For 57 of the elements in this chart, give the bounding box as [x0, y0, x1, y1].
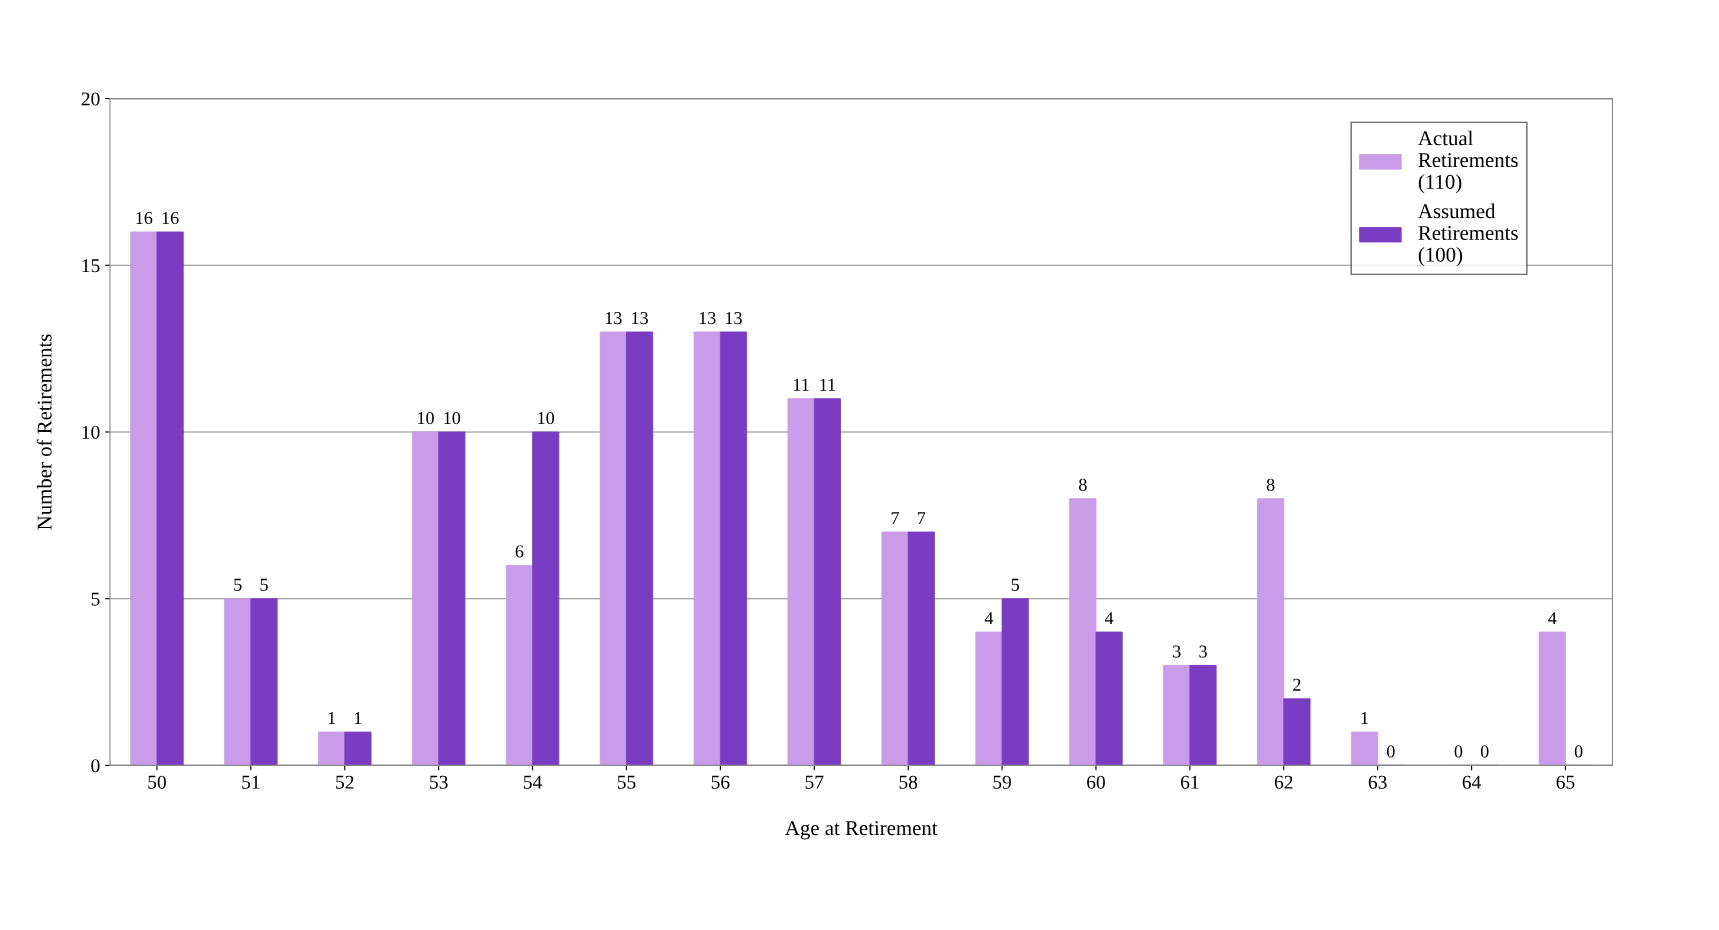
legend-label: Actual Retirements (110) [1418, 130, 1518, 194]
data-label: 10 [538, 411, 555, 425]
x-tick-label: 65 [1556, 775, 1575, 789]
x-tick-label: 62 [1274, 775, 1293, 789]
x-tick-label: 63 [1368, 775, 1387, 789]
data-label: 1 [354, 712, 362, 725]
data-label: 0 [1454, 745, 1463, 758]
data-label: 0 [1480, 745, 1489, 758]
data-label: 13 [632, 312, 648, 325]
data-label: 5 [234, 578, 242, 591]
y-tick-label: 15 [82, 259, 100, 273]
x-tick-label: 55 [617, 775, 636, 789]
data-label: 4 [1104, 612, 1114, 625]
data-label: 11 [794, 378, 809, 391]
x-tick-label: 57 [805, 775, 824, 789]
data-label: 2 [1293, 678, 1301, 691]
data-label: 4 [1548, 612, 1557, 625]
x-tick-label: 64 [1462, 775, 1481, 789]
x-tick-label: 61 [1180, 775, 1199, 789]
data-label: 1 [328, 712, 336, 725]
x-tick-label: 60 [1087, 775, 1105, 789]
y-axis-title: Number of Retirements [36, 334, 52, 530]
x-tick-label: 52 [336, 775, 354, 789]
data-label: 11 [820, 378, 836, 391]
data-label: 16 [136, 211, 153, 225]
y-tick-label: 0 [91, 759, 100, 773]
y-tick-label: 5 [91, 592, 100, 606]
data-label: 10 [418, 411, 434, 425]
y-tick-label: 10 [82, 425, 100, 439]
x-tick-label: 59 [993, 775, 1011, 789]
y-tick-label: 20 [81, 92, 100, 106]
data-label: 0 [1386, 745, 1395, 758]
data-label: 16 [162, 211, 179, 225]
x-tick-label: 50 [148, 775, 166, 789]
data-label: 7 [891, 512, 900, 524]
data-label: 6 [515, 545, 524, 558]
x-tick-label: 58 [899, 775, 918, 789]
data-label: 13 [726, 312, 742, 325]
x-tick-label: 51 [242, 775, 260, 789]
data-label: 13 [699, 312, 716, 325]
x-tick-label: 53 [430, 775, 448, 789]
data-label: 8 [1079, 478, 1087, 491]
data-label: 3 [1173, 645, 1181, 658]
x-tick-label: 54 [523, 775, 542, 789]
data-label: 3 [1199, 645, 1207, 658]
x-axis-title: Age at Retirement [785, 821, 938, 840]
data-label: 5 [260, 578, 268, 591]
data-label: 1 [1361, 712, 1368, 725]
x-tick-label: 56 [711, 775, 730, 789]
data-label: 13 [605, 312, 622, 325]
data-label: 8 [1266, 478, 1275, 491]
data-label: 5 [1011, 578, 1020, 591]
data-label: 10 [444, 411, 461, 425]
data-label: 0 [1574, 745, 1583, 758]
data-label: 7 [917, 512, 926, 524]
data-label: 4 [984, 612, 994, 625]
legend-label: Assumed Retirements (100) [1418, 203, 1518, 267]
